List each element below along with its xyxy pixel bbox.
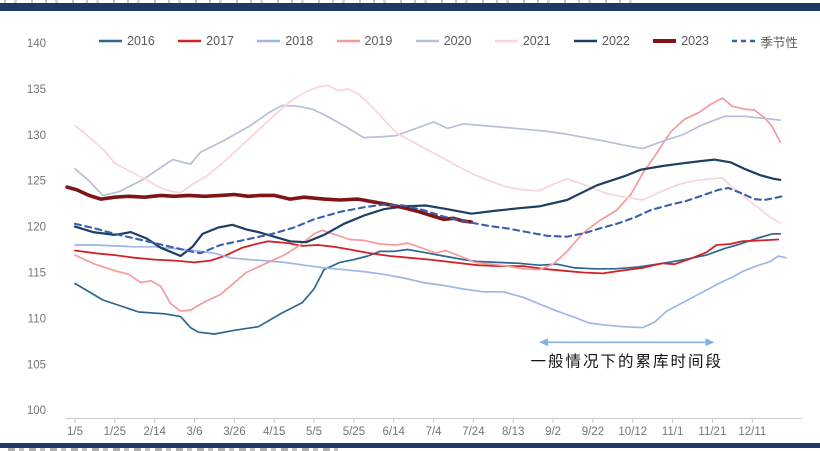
- legend-label: 季节性: [760, 35, 798, 50]
- legend-item-2022: 2022: [573, 34, 630, 48]
- y-axis-tick-label: 130: [27, 130, 46, 142]
- legend-item-2021: 2021: [494, 34, 551, 48]
- x-axis-tick-label: 11/1: [662, 426, 684, 438]
- legend-label: 2019: [364, 34, 393, 48]
- bottom-divider-bar: [0, 443, 820, 448]
- y-axis-tick-label: 100: [27, 405, 46, 417]
- x-axis-tick-label: 3/26: [223, 426, 245, 438]
- x-axis-tick-label: 11/21: [698, 426, 726, 438]
- series-line-2022: [73, 158, 782, 258]
- series-line-2023: [65, 185, 474, 224]
- x-axis-tick-label: 12/11: [738, 426, 766, 438]
- legend-swatch-icon: [99, 39, 122, 43]
- y-axis-tick-label: 115: [28, 268, 46, 280]
- series-line-2019: [74, 97, 782, 312]
- x-axis-tick-label: 2/14: [144, 426, 167, 438]
- legend-label: 2021: [522, 34, 551, 48]
- series-line-2016: [74, 233, 782, 335]
- legend-label: 2017: [206, 34, 234, 48]
- chart-canvas: 140 135 130 125 120 115 110 105 100 1/5 1/25 2/14 3/…: [27, 38, 802, 438]
- series-line-2021: [74, 84, 782, 224]
- x-axis-tick-label: 4/15: [263, 426, 285, 438]
- x-axis-tick-label: 5/25: [343, 426, 365, 438]
- series-line-2020: [74, 104, 782, 197]
- x-axis-tick-label: 8/13: [502, 426, 524, 438]
- x-axis-tick-label: 9/2: [545, 426, 561, 438]
- y-axis-tick-label: 125: [27, 176, 46, 188]
- legend-item-2017: 2017: [177, 34, 234, 48]
- legend-label: 2022: [602, 34, 630, 48]
- legend-label: 2020: [443, 34, 472, 48]
- legend-label: 2016: [127, 34, 155, 48]
- x-axis-tick-label: 1/25: [104, 426, 126, 438]
- legend-item-2016: 2016: [98, 34, 155, 48]
- legend-swatch-icon: [257, 39, 281, 43]
- x-axis-tick-label: 7/4: [426, 426, 443, 438]
- legend-label: 2023: [681, 34, 710, 48]
- x-axis-tick-label: 6/14: [383, 426, 406, 438]
- legend-item-季节性: 季节性: [731, 32, 798, 51]
- legend-swatch-icon: [494, 39, 518, 43]
- x-axis-tick-label: 9/22: [582, 426, 604, 438]
- arrow-left-head-icon: [539, 338, 549, 347]
- inventory-period-annotation: 一般情况下的累库时间段: [531, 338, 724, 371]
- series-line-2017: [74, 238, 780, 275]
- x-axis-tick-label: 7/24: [462, 426, 485, 438]
- y-axis-tick-label: 110: [28, 313, 46, 325]
- clipped-text-strip-top: [4, 0, 634, 3]
- clipped-text-strip-bottom: [8, 448, 338, 451]
- legend-swatch-icon: [415, 39, 439, 43]
- arrow-right-head-icon: [705, 338, 715, 347]
- legend-item-2018: 2018: [256, 34, 313, 48]
- legend-label: 2018: [285, 34, 314, 48]
- x-axis-tick-label: 1/5: [67, 426, 83, 438]
- y-axis-tick-label: 120: [27, 222, 46, 234]
- legend-item-2019: 2019: [336, 34, 393, 48]
- series-line-2018: [74, 244, 787, 329]
- x-axis-tick-label: 3/6: [187, 426, 203, 438]
- x-axis-tick-label: 5/5: [306, 426, 322, 438]
- legend-item-2020: 2020: [415, 34, 472, 48]
- annotation-label: 一般情况下的累库时间段: [531, 353, 724, 371]
- series-line-季节性: [73, 186, 784, 255]
- seasonal-line-chart: 140 135 130 125 120 115 110 105 100 1/5 1/25 2/14 3/…: [0, 11, 820, 443]
- legend-swatch-icon: [336, 39, 360, 43]
- x-axis-tick-label: 10/12: [618, 426, 647, 438]
- y-axis-tick-label: 105: [27, 359, 46, 371]
- legend-swatch-icon: [178, 39, 202, 43]
- legend-swatch-icon: [574, 39, 598, 43]
- legend-swatch-icon: [732, 39, 756, 43]
- y-axis-tick-label: 135: [27, 84, 46, 96]
- legend-swatch-icon: [653, 39, 677, 43]
- legend-item-2023: 2023: [652, 34, 709, 48]
- y-axis-tick-label: 140: [27, 38, 46, 50]
- chart-legend: 2016 2017 2018 2019 2020 2021 2022: [98, 32, 798, 51]
- top-divider-bar: [0, 3, 820, 11]
